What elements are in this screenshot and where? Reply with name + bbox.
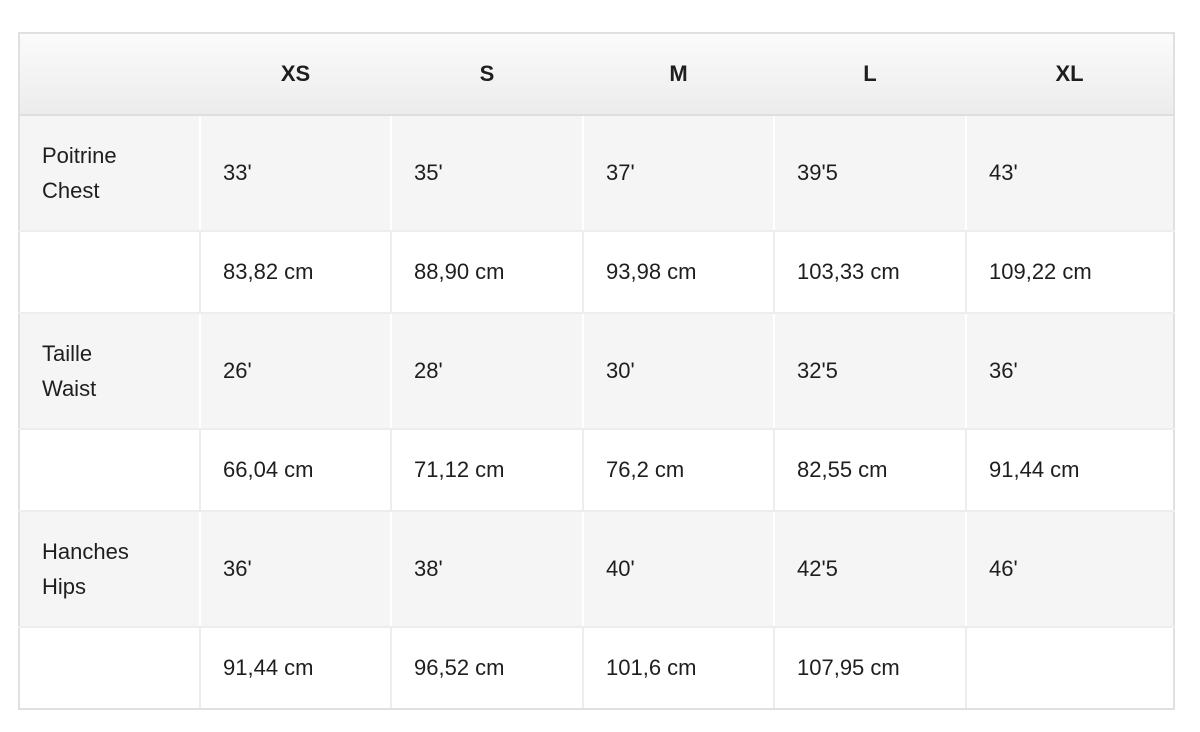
cell-hips-s: 38' xyxy=(390,510,584,628)
cell-waist-cm-xs: 66,04 cm xyxy=(199,428,392,512)
cell-hips-l: 42'5 xyxy=(773,510,967,628)
cell-waist-cm-m: 76,2 cm xyxy=(582,428,775,512)
row-label-hips: Hanches Hips xyxy=(18,510,201,628)
row-chest-cm: 83,82 cm 88,90 cm 93,98 cm 103,33 cm 109… xyxy=(18,230,1175,314)
cell-hips-cm-xs: 91,44 cm xyxy=(199,626,392,710)
cell-waist-cm-l: 82,55 cm xyxy=(773,428,967,512)
row-label-line: Waist xyxy=(42,376,97,401)
cell-waist-s: 28' xyxy=(390,312,584,430)
cell-chest-cm-l: 103,33 cm xyxy=(773,230,967,314)
cell-waist-xs: 26' xyxy=(199,312,392,430)
row-label-line: Hips xyxy=(42,574,87,599)
cell-waist-m: 30' xyxy=(582,312,775,430)
cell-hips-cm-xl xyxy=(965,626,1175,710)
cell-chest-m: 37' xyxy=(582,114,775,232)
row-label-waist: Taille Waist xyxy=(18,312,201,430)
row-hips-cm: 91,44 cm 96,52 cm 101,6 cm 107,95 cm xyxy=(18,626,1175,710)
cell-chest-xl: 43' xyxy=(965,114,1175,232)
header-cell-s: S xyxy=(391,32,583,116)
cell-waist-xl: 36' xyxy=(965,312,1175,430)
cell-hips-xs: 36' xyxy=(199,510,392,628)
cell-chest-s: 35' xyxy=(390,114,584,232)
cell-waist-cm-s: 71,12 cm xyxy=(390,428,584,512)
row-label-empty xyxy=(18,626,201,710)
cell-waist-cm-xl: 91,44 cm xyxy=(965,428,1175,512)
row-label-empty xyxy=(18,230,201,314)
cell-chest-cm-s: 88,90 cm xyxy=(390,230,584,314)
size-chart-container: XS S M L XL Poitrine Chest 33' 35' 37' 3… xyxy=(18,32,1175,710)
cell-hips-cm-s: 96,52 cm xyxy=(390,626,584,710)
row-hips-inches: Hanches Hips 36' 38' 40' 42'5 46' xyxy=(18,510,1175,628)
row-waist-cm: 66,04 cm 71,12 cm 76,2 cm 82,55 cm 91,44… xyxy=(18,428,1175,512)
row-label-line: Chest xyxy=(42,178,100,203)
cell-chest-cm-xs: 83,82 cm xyxy=(199,230,392,314)
cell-chest-l: 39'5 xyxy=(773,114,967,232)
cell-hips-xl: 46' xyxy=(965,510,1175,628)
row-label-empty xyxy=(18,428,201,512)
header-cell-l: L xyxy=(774,32,966,116)
size-chart-table: XS S M L XL Poitrine Chest 33' 35' 37' 3… xyxy=(18,32,1175,710)
row-label-line: Poitrine xyxy=(42,143,117,168)
cell-chest-cm-m: 93,98 cm xyxy=(582,230,775,314)
cell-chest-cm-xl: 109,22 cm xyxy=(965,230,1175,314)
row-label-line: Hanches xyxy=(42,539,129,564)
row-chest-inches: Poitrine Chest 33' 35' 37' 39'5 43' xyxy=(18,114,1175,232)
header-cell-xs: XS xyxy=(200,32,391,116)
cell-hips-cm-m: 101,6 cm xyxy=(582,626,775,710)
cell-hips-m: 40' xyxy=(582,510,775,628)
cell-hips-cm-l: 107,95 cm xyxy=(773,626,967,710)
header-row: XS S M L XL xyxy=(18,32,1175,116)
row-label-chest: Poitrine Chest xyxy=(18,114,201,232)
header-cell-corner xyxy=(18,32,200,116)
header-cell-xl: XL xyxy=(966,32,1175,116)
cell-waist-l: 32'5 xyxy=(773,312,967,430)
row-label-line: Taille xyxy=(42,341,93,366)
row-waist-inches: Taille Waist 26' 28' 30' 32'5 36' xyxy=(18,312,1175,430)
cell-chest-xs: 33' xyxy=(199,114,392,232)
header-cell-m: M xyxy=(583,32,774,116)
